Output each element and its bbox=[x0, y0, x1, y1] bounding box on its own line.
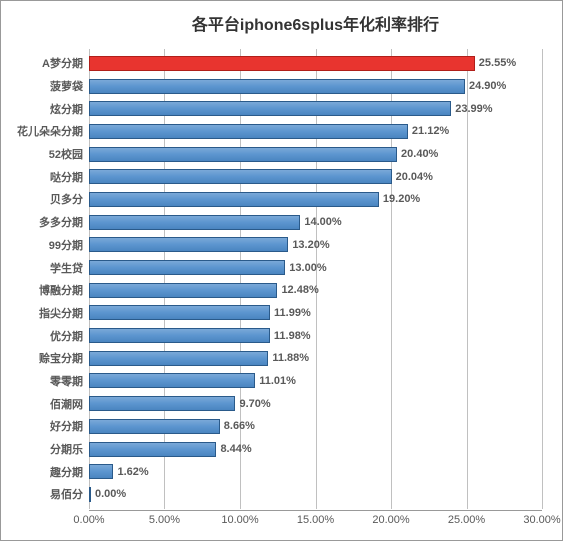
bar-row: 佰潮网9.70% bbox=[89, 395, 542, 412]
chart-container: 各平台iphone6splus年化利率排行 A梦分期25.55%菠萝袋24.90… bbox=[0, 0, 563, 541]
plot-area: A梦分期25.55% 菠萝袋24.90% 炫分期23.99% 花儿朵朵分期21.12%… bbox=[89, 49, 542, 509]
bar bbox=[89, 101, 451, 116]
bar-value-label: 20.04% bbox=[396, 171, 433, 183]
x-tick-label: 5.00% bbox=[149, 514, 180, 526]
bar-value-label: 14.00% bbox=[304, 216, 341, 228]
bar-row: 52校园20.40% bbox=[89, 146, 542, 163]
bar-category-label: 花儿朵朵分期 bbox=[17, 123, 83, 139]
bar bbox=[89, 305, 270, 320]
bar-category-label: 零零期 bbox=[50, 373, 83, 389]
bar-category-label: 多多分期 bbox=[39, 214, 83, 230]
bar bbox=[89, 237, 288, 252]
bar-value-label: 20.40% bbox=[401, 148, 438, 160]
bar-value-label: 23.99% bbox=[455, 103, 492, 115]
bar-category-label: 指尖分期 bbox=[39, 305, 83, 321]
bar bbox=[89, 396, 235, 411]
bar bbox=[89, 487, 91, 502]
bar bbox=[89, 260, 285, 275]
bar-value-label: 21.12% bbox=[412, 125, 449, 137]
bar-highlight bbox=[89, 56, 475, 71]
bar-row: 零零期11.01% bbox=[89, 372, 542, 389]
bar bbox=[89, 283, 277, 298]
bar-category-label: 学生贷 bbox=[50, 260, 83, 276]
bar-value-label: 13.00% bbox=[289, 262, 326, 274]
bar-category-label: 优分期 bbox=[50, 328, 83, 344]
bar-row: 博融分期12.48% bbox=[89, 282, 542, 299]
bar-row: 99分期13.20% bbox=[89, 236, 542, 253]
bar-category-label: 赊宝分期 bbox=[39, 350, 83, 366]
bar-row: 炫分期23.99% bbox=[89, 100, 542, 117]
x-axis: 0.00%5.00%10.00%15.00%20.00%25.00%30.00% bbox=[89, 514, 542, 528]
bar bbox=[89, 192, 379, 207]
bar-value-label: 11.99% bbox=[274, 307, 311, 319]
bar-category-label: 52校园 bbox=[49, 146, 83, 162]
bar bbox=[89, 464, 113, 479]
bar-row: 指尖分期11.99% bbox=[89, 304, 542, 321]
x-axis-line bbox=[89, 510, 542, 511]
bar bbox=[89, 124, 408, 139]
bar-value-label: 12.48% bbox=[281, 284, 318, 296]
bar-row: 多多分期14.00% bbox=[89, 214, 542, 231]
bar-category-label: 博融分期 bbox=[39, 282, 83, 298]
bar-category-label: 分期乐 bbox=[50, 441, 83, 457]
bar-category-label: 99分期 bbox=[49, 237, 83, 253]
bar-category-label: 趣分期 bbox=[50, 464, 83, 480]
bar-row: 趣分期1.62% bbox=[89, 463, 542, 480]
bar-category-label: 易佰分 bbox=[50, 486, 83, 502]
x-tick-label: 15.00% bbox=[297, 514, 334, 526]
bar-row: 好分期8.66% bbox=[89, 418, 542, 435]
bar-value-label: 19.20% bbox=[383, 193, 420, 205]
bar bbox=[89, 169, 392, 184]
bar bbox=[89, 373, 255, 388]
bar-value-label: 13.20% bbox=[292, 239, 329, 251]
x-tick-label: 25.00% bbox=[448, 514, 485, 526]
bar-value-label: 1.62% bbox=[117, 466, 148, 478]
x-tick-label: 30.00% bbox=[523, 514, 560, 526]
gridline bbox=[542, 49, 543, 509]
chart-title: 各平台iphone6splus年化利率排行 bbox=[89, 11, 542, 35]
bar-value-label: 9.70% bbox=[239, 398, 270, 410]
bar-category-label: 菠萝袋 bbox=[50, 78, 83, 94]
bar-category-label: 炫分期 bbox=[50, 101, 83, 117]
bar-row: 学生贷13.00% bbox=[89, 259, 542, 276]
bar-value-label: 11.88% bbox=[272, 352, 309, 364]
x-tick-label: 20.00% bbox=[372, 514, 409, 526]
bar-row: 优分期11.98% bbox=[89, 327, 542, 344]
bar-row: 菠萝袋24.90% bbox=[89, 78, 542, 95]
bar-row: 花儿朵朵分期21.12% bbox=[89, 123, 542, 140]
x-tick-label: 10.00% bbox=[221, 514, 258, 526]
bar-row: 分期乐8.44% bbox=[89, 441, 542, 458]
bar-value-label: 8.44% bbox=[220, 443, 251, 455]
bar-category-label: 佰潮网 bbox=[50, 396, 83, 412]
bar-value-label: 0.00% bbox=[95, 488, 126, 500]
bar-category-label: A梦分期 bbox=[42, 55, 83, 71]
x-tick-label: 0.00% bbox=[73, 514, 104, 526]
bar bbox=[89, 215, 300, 230]
bar-value-label: 11.01% bbox=[259, 375, 296, 387]
bar bbox=[89, 351, 268, 366]
bar-value-label: 25.55% bbox=[479, 57, 516, 69]
bar-row: A梦分期25.55% bbox=[89, 55, 542, 72]
bar-value-label: 8.66% bbox=[224, 420, 255, 432]
bar-row: 哒分期20.04% bbox=[89, 168, 542, 185]
bar bbox=[89, 419, 220, 434]
bars: A梦分期25.55% 菠萝袋24.90% 炫分期23.99% 花儿朵朵分期21.12%… bbox=[89, 49, 542, 509]
bar bbox=[89, 442, 216, 457]
bar-category-label: 贝多分 bbox=[50, 191, 83, 207]
bar-row: 易佰分0.00% bbox=[89, 486, 542, 503]
bar-value-label: 24.90% bbox=[469, 80, 506, 92]
bar-value-label: 11.98% bbox=[274, 330, 311, 342]
bar bbox=[89, 328, 270, 343]
bar-row: 赊宝分期11.88% bbox=[89, 350, 542, 367]
bar-category-label: 好分期 bbox=[50, 418, 83, 434]
bar bbox=[89, 147, 397, 162]
bar-category-label: 哒分期 bbox=[50, 169, 83, 185]
bar-row: 贝多分19.20% bbox=[89, 191, 542, 208]
bar bbox=[89, 79, 465, 94]
